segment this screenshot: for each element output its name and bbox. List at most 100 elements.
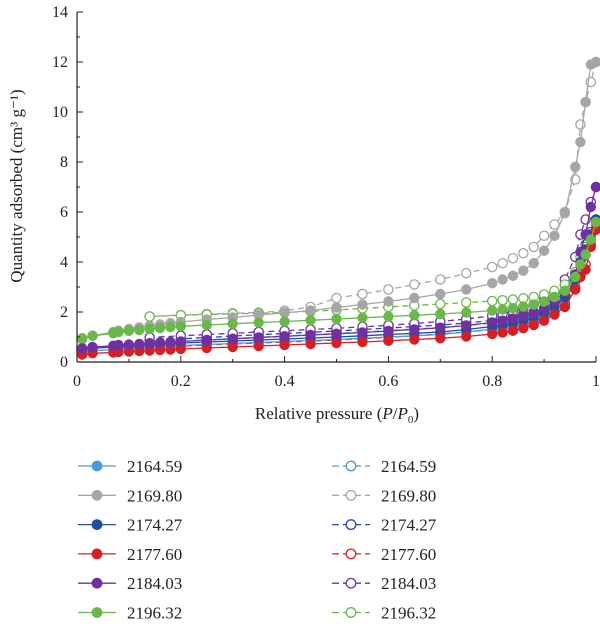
y-tick-label: 8 (60, 154, 68, 171)
data-point (154, 322, 166, 334)
data-point (570, 271, 581, 283)
data-point (528, 241, 539, 253)
data-point (165, 336, 176, 348)
data-point (134, 338, 145, 350)
data-point (331, 302, 342, 313)
data-point (460, 297, 472, 308)
data-point (497, 257, 508, 269)
data-point (559, 208, 571, 219)
legend-marker (345, 460, 357, 472)
legend-label: 2164.59 (127, 457, 182, 476)
data-point (461, 307, 472, 318)
data-point (409, 334, 420, 345)
data-point (580, 249, 591, 260)
data-point (580, 96, 591, 108)
data-point (383, 311, 394, 322)
data-point (154, 344, 166, 356)
data-point (76, 343, 88, 354)
data-point (486, 295, 498, 307)
axes: 0 2 4 6 8 10 12 14 0 0.2 0.4 0.6 0.8 1 (52, 4, 600, 390)
data-point (331, 313, 342, 325)
legend-marker (91, 577, 103, 589)
legend-item-2196.32-desorption: 2196.32 (332, 604, 436, 623)
legend-marker (91, 519, 103, 530)
y-tick-label: 4 (60, 254, 68, 271)
data-point (165, 321, 176, 333)
data-point (497, 274, 508, 285)
legend-marker (345, 548, 357, 560)
data-point (435, 274, 446, 285)
data-point (227, 333, 238, 344)
data-point (487, 278, 498, 289)
data-point (528, 307, 539, 318)
legend-marker (91, 607, 103, 618)
y-tick-label: 0 (60, 354, 68, 371)
data-point (305, 305, 316, 316)
data-point (538, 315, 550, 326)
series-line (149, 61, 597, 318)
legend-item-2164.59-adsorption: 2164.59 (78, 457, 182, 476)
legend-label: 2169.80 (127, 486, 182, 505)
legend-item-2169.80-adsorption: 2169.80 (78, 486, 182, 505)
legend-marker (345, 607, 357, 618)
data-point (590, 181, 600, 193)
data-point (144, 323, 155, 335)
data-point (538, 230, 550, 241)
x-title-pre: Relative pressure ( (255, 404, 383, 423)
data-point (518, 265, 529, 276)
data-point (123, 325, 135, 336)
data-point (549, 309, 560, 320)
data-point (175, 321, 186, 332)
data-point (461, 320, 472, 331)
x-tick-label: 0.4 (275, 373, 295, 390)
data-point (585, 241, 597, 253)
data-point (383, 284, 394, 295)
data-point (549, 291, 560, 303)
legend-item-2174.27-desorption: 2174.27 (332, 516, 437, 535)
data-point (253, 317, 264, 328)
data-point (279, 331, 290, 342)
legend-marker (91, 489, 103, 501)
x-tick-label: 0.6 (378, 373, 398, 390)
data-point (487, 328, 498, 340)
data-point (461, 331, 472, 342)
data-point (518, 323, 529, 334)
legend-item-2184.03-desorption: 2184.03 (332, 574, 436, 593)
data-point (154, 337, 166, 348)
series-2177.60-adsorption (76, 224, 600, 360)
data-point (460, 267, 472, 279)
data-point (538, 296, 550, 307)
data-point (435, 308, 446, 320)
data-point (165, 344, 176, 355)
data-point (528, 258, 539, 269)
y-tick-label: 10 (52, 104, 68, 121)
data-point (409, 310, 420, 321)
data-point (253, 309, 264, 321)
data-point (497, 315, 508, 326)
data-point (497, 327, 508, 338)
data-point (383, 335, 394, 346)
data-point (497, 304, 508, 315)
data-point (559, 285, 571, 296)
data-point (507, 325, 519, 336)
x-tick-label: 0 (73, 373, 81, 390)
legend-label: 2196.32 (381, 604, 436, 623)
data-point (518, 301, 529, 312)
data-point (528, 319, 539, 331)
legend-item-2196.32-adsorption: 2196.32 (78, 604, 182, 623)
data-point (331, 337, 342, 349)
data-point (227, 318, 238, 329)
data-point (461, 284, 472, 295)
data-point (357, 327, 368, 338)
legend-label: 2184.03 (381, 574, 436, 593)
data-point (435, 322, 446, 333)
data-point (357, 299, 368, 310)
data-point (144, 345, 155, 356)
data-point (528, 299, 539, 310)
data-point (331, 292, 342, 304)
data-point (409, 324, 420, 335)
data-point (538, 245, 550, 256)
data-point (305, 329, 316, 341)
x-title-p: P (381, 404, 392, 423)
